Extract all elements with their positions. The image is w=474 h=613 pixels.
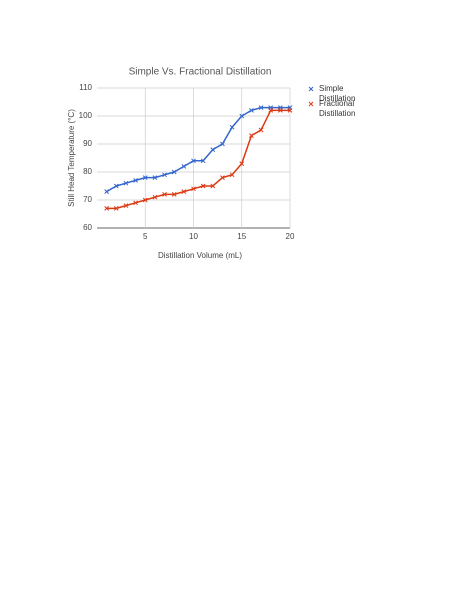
data-point — [113, 206, 119, 211]
y-axis-label: Still Head Temperature (°C) — [67, 109, 76, 207]
data-point — [200, 183, 206, 189]
data-point — [239, 113, 245, 119]
data-point — [171, 169, 177, 175]
data-point — [142, 175, 148, 180]
data-point — [123, 203, 129, 208]
data-point — [277, 108, 283, 113]
series-line — [106, 109, 290, 210]
data-point — [191, 186, 196, 192]
data-point — [210, 147, 216, 152]
legend-marker — [308, 101, 314, 107]
data-point — [239, 161, 245, 166]
data-point — [220, 175, 225, 180]
data-point — [133, 200, 138, 206]
data-point — [229, 172, 235, 178]
y-tick-label: 70 — [83, 195, 92, 204]
data-point — [104, 206, 110, 211]
data-point — [258, 105, 264, 110]
data-point — [162, 192, 167, 197]
data-point — [171, 192, 177, 197]
data-point — [113, 183, 119, 189]
y-tick-label: 90 — [83, 139, 92, 148]
data-point — [152, 194, 158, 200]
data-point — [162, 172, 167, 178]
data-point — [181, 164, 187, 169]
y-tick-label: 80 — [83, 167, 92, 176]
data-point — [229, 124, 235, 130]
data-point — [210, 183, 216, 189]
y-tick-label: 60 — [83, 223, 92, 232]
data-point — [249, 133, 254, 138]
legend-marker — [308, 86, 314, 92]
data-point — [152, 175, 158, 180]
series-line — [106, 106, 290, 193]
x-tick-label: 15 — [237, 232, 246, 241]
data-point — [268, 108, 274, 113]
data-point — [142, 197, 148, 203]
x-axis-label: Distillation Volume (mL) — [158, 251, 242, 260]
y-tick-label: 100 — [79, 111, 93, 120]
data-point — [133, 178, 138, 183]
data-point — [200, 158, 206, 164]
data-point — [249, 108, 254, 113]
data-point — [287, 108, 293, 113]
legend-label: Simple Distillation — [319, 84, 356, 103]
chart-title: Simple Vs. Fractional Distillation — [129, 67, 272, 78]
x-tick-label: 10 — [189, 232, 198, 241]
legend-label: Fractional Distillation — [319, 99, 356, 118]
x-tick-label: 5 — [143, 232, 148, 241]
y-tick-label: 110 — [79, 83, 92, 92]
data-point — [258, 127, 264, 133]
data-point — [220, 141, 225, 147]
data-point — [123, 180, 129, 186]
x-tick-label: 20 — [286, 232, 295, 241]
data-point — [191, 158, 196, 164]
data-point — [181, 189, 187, 194]
data-point — [104, 189, 110, 194]
